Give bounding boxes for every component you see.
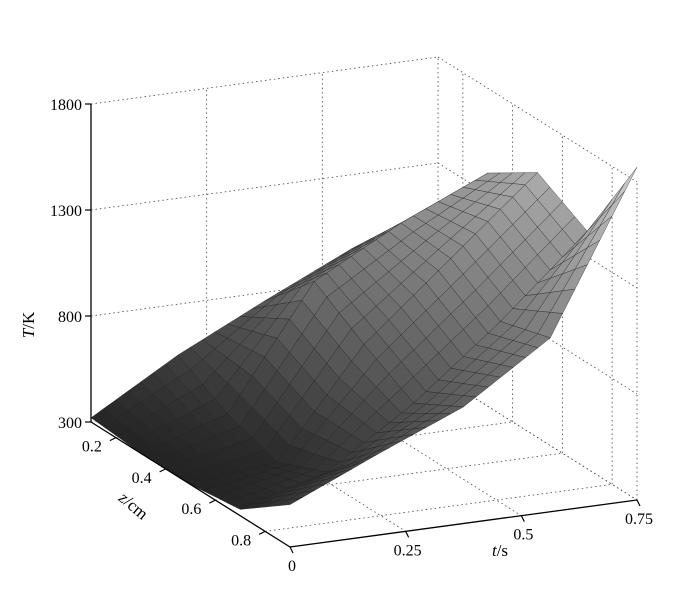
grid-line (90, 162, 439, 211)
grid-line (90, 56, 439, 105)
y-tick-label: 0.8 (231, 532, 251, 549)
y-axis-line (90, 421, 291, 548)
z-tick-label: 800 (58, 309, 82, 326)
grid-line (322, 390, 522, 517)
y-axis-label: z/cm (114, 488, 152, 524)
surface-layer (90, 167, 638, 510)
x-axis-line (289, 499, 638, 548)
x-axis-label: t/s (492, 541, 508, 560)
surface-patch (277, 497, 303, 506)
z-axis-label: T/K (19, 311, 38, 338)
x-tick-label: 0.75 (625, 511, 653, 528)
grid-line (437, 374, 638, 501)
tick-labels: 300 800 1300 1800 0.2 0.4 0.6 0.8 0 0.25 0.5 0.75 (50, 97, 653, 575)
grid-line (265, 483, 613, 532)
z-tick-label: 1300 (50, 203, 82, 220)
x-tick-label: 0 (288, 558, 296, 575)
surface-patch (599, 191, 625, 227)
z-tick-label: 300 (58, 415, 82, 432)
y-tick-label: 0.2 (82, 439, 102, 456)
axes-layer (85, 103, 641, 554)
surface-patch (612, 167, 638, 205)
y-tick-label: 0.6 (181, 501, 201, 518)
grid-line (437, 56, 638, 183)
x-tick-label: 0.5 (513, 527, 533, 544)
z-tick-label: 1800 (50, 97, 82, 114)
y-tick-label: 0.4 (132, 470, 152, 487)
x-tick-label: 0.25 (394, 542, 422, 559)
